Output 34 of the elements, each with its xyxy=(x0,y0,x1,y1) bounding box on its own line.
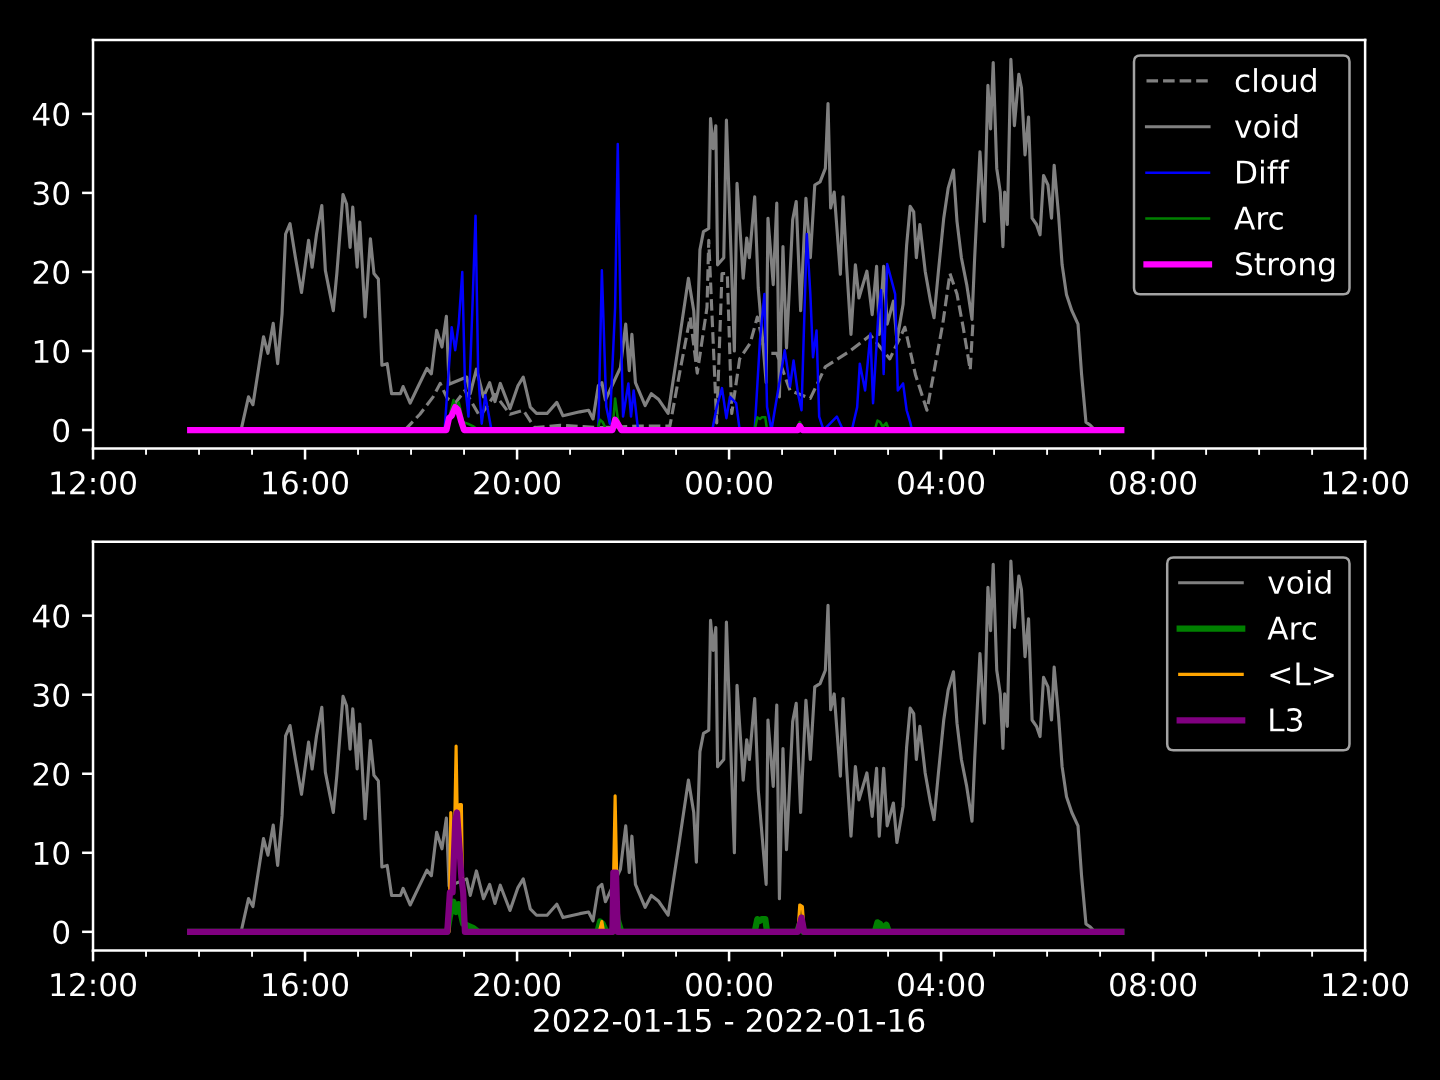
x-tick-label: 12:00 xyxy=(51,972,136,997)
x-axis-title: 2022-01-15 - 2022-01-16 xyxy=(534,1008,925,1033)
legend-label: Arc xyxy=(1234,206,1283,230)
x-tick-label: 20:00 xyxy=(474,972,561,997)
x-tick-label: 08:00 xyxy=(1110,972,1197,997)
y-tick-label: 10 xyxy=(34,339,70,364)
x-tick-label: 08:00 xyxy=(1110,471,1197,495)
legend-label: cloud xyxy=(1235,68,1316,93)
legend-label: L3 xyxy=(1270,708,1302,732)
y-tick-label: 30 xyxy=(33,683,70,708)
x-tick-label: 16:00 xyxy=(263,471,348,495)
y-tick-label: 20 xyxy=(33,762,70,787)
x-tick-label: 00:00 xyxy=(686,972,773,997)
x-tick-label: 12:00 xyxy=(51,471,136,495)
legend-label: Strong xyxy=(1236,252,1335,282)
x-tick-label: 00:00 xyxy=(686,471,773,495)
y-tick-label: 10 xyxy=(34,841,70,866)
y-tick-label: 40 xyxy=(32,604,70,628)
y-tick-label: 0 xyxy=(53,418,70,443)
x-tick-label: 04:00 xyxy=(898,972,985,997)
y-tick-label: 20 xyxy=(33,260,70,285)
legend-label: <L> xyxy=(1270,662,1334,686)
legend-label: void xyxy=(1268,569,1331,595)
legend-label: Diff xyxy=(1237,159,1290,184)
x-tick-label: 20:00 xyxy=(474,471,561,495)
x-tick-label: 16:00 xyxy=(263,972,348,997)
y-tick-label: 40 xyxy=(32,102,70,127)
x-tick-label: 04:00 xyxy=(898,471,985,495)
y-tick-label: 30 xyxy=(33,181,70,206)
legend-label: void xyxy=(1234,113,1298,139)
x-tick-label: 12:00 xyxy=(1323,471,1409,495)
legend-label: Arc xyxy=(1267,616,1316,640)
y-tick-label: 0 xyxy=(53,920,70,945)
x-tick-label: 12:00 xyxy=(1323,972,1409,997)
